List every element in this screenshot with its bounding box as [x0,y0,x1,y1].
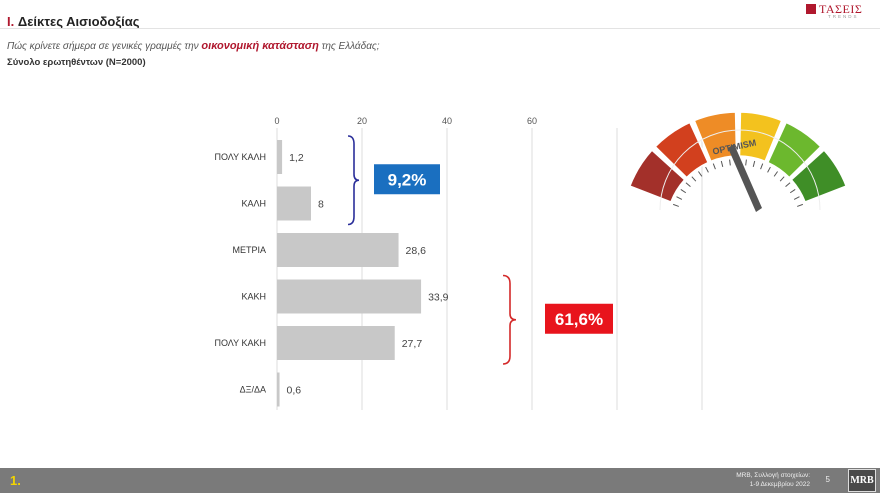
bar [277,326,395,360]
group-total-box [374,164,440,195]
logo-text: ΤΑΣΕΙΣ [819,2,863,16]
data-label: 33,9 [428,292,449,304]
bar [277,186,311,221]
gauge-tick [752,160,756,167]
title-text: Δείκτες Αισιοδοξίας [17,14,140,29]
gauge-tick [685,182,691,188]
page-title: I. Δείκτες Αισιοδοξίας [7,14,140,29]
footer-bar: 1. MRB, Συλλογή στοιχείων: 1-9 Δεκεμβρίο… [0,468,880,493]
bar-chart: 0 20 40 60 ΠΟΛΥ ΚΑΛΗ 1,2 ΚΑΛΗ 8 ΜΕΤΡΙΑ 28,6 ΚΑΚΗ 3… [214,111,848,410]
subtitle-post: της Ελλάδας; [318,41,380,52]
gauge-tick [760,163,764,170]
source-line-2: 1-9 Δεκεμβρίου 2022 [749,481,810,488]
x-tick-labels: 0 20 40 60 [274,116,537,126]
gauge-tick [680,189,687,194]
subtitle-pre: Πώς κρίνετε σήμερα σε γενικές γραμμές τη… [7,41,202,52]
bar [277,140,283,174]
group-bracket [347,135,360,226]
gauge-tick [789,189,796,194]
gauge-tick [779,176,785,182]
header-divider [0,28,880,29]
gauge-tick [745,159,747,166]
section-number: 1. [10,473,21,488]
data-label: 0,6 [287,385,302,397]
gauge-segment [693,111,738,163]
group-total-label: 9,2% [388,170,427,189]
x-tick-label: 0 [274,116,279,126]
gauge-tick [729,159,731,166]
data-label: 8 [318,199,324,211]
chart-annotations: 9,2% 61,6% [347,135,613,365]
data-label: 28,6 [406,245,427,257]
bar [277,279,422,314]
question-subtitle: Πώς κρίνετε σήμερα σε γενικές γραμμές τη… [7,40,380,52]
group-total-label: 61,6% [555,310,603,329]
gauge-segment [766,121,822,179]
gauge-segment [628,149,686,203]
chart-grid [276,128,703,410]
gauge-tick [705,166,709,173]
gauge-tick [672,203,679,207]
gauge-tick [797,203,804,207]
bar [277,372,280,407]
gauge-tick [720,160,724,167]
page-number: 5 [825,475,830,484]
category-label: ΠΟΛΥ ΚΑΛΗ [214,152,266,162]
gauge-segment [654,121,710,179]
category-label: ΚΑΛΗ [241,199,266,209]
sample-size: Σύνολο ερωτηθέντων (N=2000) [7,57,146,68]
category-label: ΚΑΚΗ [241,292,266,302]
taseis-logo: ΤΑΣΕΙΣ TRENDS [806,2,872,20]
gauge-tick [691,176,697,182]
gauge-tick [698,171,703,177]
gauge-tick [793,196,800,200]
title-number: I. [7,14,15,29]
x-tick-label: 60 [527,116,537,126]
logo-subtext: TRENDS [828,14,859,19]
gauge-tick [773,171,778,177]
category-label: ΠΟΛΥ ΚΑΚΗ [214,338,266,348]
gauge-segment [738,111,783,163]
gauge-tick [785,182,791,188]
category-label: ΔΞ/ΔΑ [240,385,266,395]
source-line-1: MRB, Συλλογή στοιχείων: [736,472,810,479]
subtitle-highlight: οικονομική κατάσταση [201,40,319,52]
data-label: 1,2 [289,152,304,164]
mrb-logo: MRB [848,469,876,492]
x-tick-label: 20 [357,116,367,126]
chart-bars: ΠΟΛΥ ΚΑΛΗ 1,2 ΚΑΛΗ 8 ΜΕΤΡΙΑ 28,6 ΚΑΚΗ 33,9 ΠΟΛΥ … [214,140,449,407]
data-label: 27,7 [402,338,423,350]
source-note: MRB, Συλλογή στοιχείων: 1-9 Δεκεμβρίου 2… [736,471,810,489]
group-total-box [545,303,613,334]
x-tick-label: 40 [442,116,452,126]
bar [277,233,399,267]
gauge-needle [728,144,762,212]
optimism-gauge-icon: OPTIMISM [628,111,848,212]
gauge-tick [767,166,771,173]
group-bracket [502,274,517,365]
category-label: ΜΕΤΡΙΑ [232,245,266,255]
logo-mark-icon [806,4,816,14]
gauge-tick [712,163,716,170]
gauge-tick [676,196,683,200]
gauge-segment [790,149,848,203]
